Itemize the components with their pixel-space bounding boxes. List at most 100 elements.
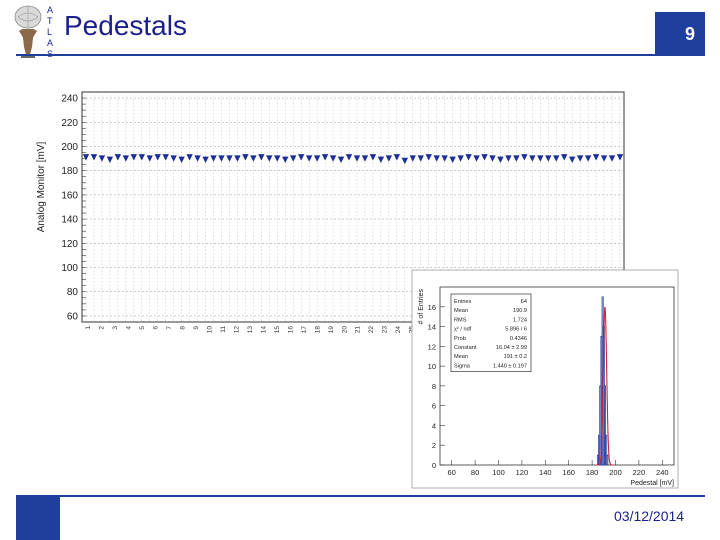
- plot2-histogram-bin: [605, 434, 608, 466]
- plot1-y-axis-label: Analog Monitor [mV]: [36, 141, 47, 232]
- plot2-xtick-label: 240: [656, 468, 669, 477]
- plot1-data-point: [369, 154, 377, 161]
- plot1-data-point: [449, 156, 456, 163]
- plot2-xtick-label: 100: [492, 468, 505, 477]
- plot1-xtick-label: 14: [260, 326, 267, 334]
- plot1-data-point: [561, 154, 568, 161]
- plot1-xtick-label: 8: [179, 326, 186, 330]
- plot1-xtick-label: 1: [85, 326, 92, 330]
- plot2-x-axis-label: Pedestal [mV]: [630, 480, 674, 487]
- plot2-stats-label: Prob: [454, 336, 466, 342]
- plot2-stats-value: 64: [521, 299, 527, 305]
- plot2-stats-label: RMS: [454, 317, 467, 323]
- plot1-data-point: [194, 155, 201, 162]
- plot1-xtick-label: 18: [314, 326, 321, 334]
- plot1-data-point: [433, 155, 440, 162]
- plot2-xtick-label: 140: [539, 468, 552, 477]
- plot1-data-point: [106, 156, 114, 163]
- plot1-xtick-label: 19: [328, 326, 335, 334]
- plot1-data-point: [186, 154, 193, 161]
- plot1-data-point: [465, 154, 472, 161]
- plot1-xtick-label: 17: [301, 326, 308, 334]
- plot2-ytick-label: 2: [432, 441, 436, 450]
- plot2-y-axis-label: # of Entries: [418, 289, 425, 325]
- plot1-data-point: [401, 157, 409, 165]
- plot1-ytick-label: 80: [67, 287, 79, 298]
- plot2-stats-value: 5.896 / 6: [505, 327, 527, 333]
- plot2-stats-box: [450, 293, 532, 372]
- plot1-xtick-label: 11: [220, 326, 227, 333]
- plot1-data-point: [425, 154, 432, 161]
- plot1-data-point: [353, 155, 361, 162]
- plot1-data-point: [576, 155, 584, 162]
- plot1-data-point: [297, 154, 305, 161]
- plot1-data-point: [234, 155, 241, 162]
- plot2-stats-value: 190.9: [513, 308, 527, 314]
- plot1-xtick-label: 2: [98, 326, 105, 330]
- footer-box: [16, 497, 60, 540]
- plot1-ytick-label: 160: [61, 190, 78, 201]
- page-title: Pedestals: [64, 10, 187, 41]
- plot1-data-point: [321, 154, 329, 161]
- plot1-xtick-label: 5: [139, 326, 146, 330]
- plot2-ytick-label: 8: [432, 382, 436, 391]
- plot2-xtick-label: 220: [633, 468, 646, 477]
- plot1-data-point: [162, 154, 169, 161]
- plot1-ytick-label: 100: [61, 263, 78, 274]
- plot2-stats-label: Entries: [454, 299, 472, 305]
- plot1-xtick-label: 9: [193, 326, 200, 330]
- plot1-ytick-label: 200: [61, 142, 78, 153]
- plot1-xtick-label: 10: [206, 326, 213, 334]
- plot2-histogram-bin: [603, 385, 606, 466]
- plot1-data-point: [584, 155, 592, 162]
- plot1-data-point: [242, 154, 249, 161]
- plot1-data-point: [282, 156, 289, 163]
- plot1-data-point: [600, 155, 608, 162]
- plot1-xtick-label: 12: [233, 326, 240, 334]
- plot1-data-point: [274, 155, 281, 162]
- plot1-data-point: [258, 154, 265, 161]
- plot2-ytick-label: 6: [432, 402, 436, 411]
- plot1-data-point: [329, 155, 337, 162]
- plot1-data-point: [545, 155, 552, 162]
- plot1-data-point: [529, 155, 536, 162]
- plot1-data-point: [138, 154, 145, 161]
- plot1-ytick-label: 220: [61, 118, 78, 129]
- svg-text:A: A: [47, 5, 53, 15]
- plot1-data-point: [497, 156, 504, 163]
- plot1-data-point: [313, 155, 321, 162]
- footer-divider: [16, 495, 705, 497]
- plot1-xtick-label: 15: [274, 326, 281, 334]
- plot1-data-point: [98, 155, 106, 162]
- plot1-data-point: [505, 155, 512, 162]
- plot1-data-point: [154, 154, 161, 161]
- plot2-xtick-label: 180: [586, 468, 599, 477]
- plot1-data-point: [592, 154, 600, 161]
- plot1-data-point: [266, 155, 273, 162]
- plot1-xtick-label: 23: [382, 326, 389, 334]
- footer-date: 03/12/2014: [614, 508, 685, 524]
- plot2-stats-label: Mean: [454, 354, 468, 360]
- plot1-data-point: [489, 155, 496, 162]
- plot1-data-point: [202, 156, 209, 163]
- svg-text:T: T: [47, 16, 53, 26]
- plot2-stats-label: Mean: [454, 308, 468, 314]
- plot1-data-point: [377, 156, 385, 163]
- plot1-data-point: [473, 155, 480, 162]
- plot2-xtick-label: 160: [562, 468, 575, 477]
- plot1-data-point: [521, 154, 528, 161]
- plot1-data-point: [210, 155, 217, 162]
- plot1-data-point: [114, 154, 122, 161]
- plot2-frame: [439, 286, 675, 466]
- plot1-xtick-label: 16: [287, 326, 294, 334]
- plot2-stats-value: 1.724: [513, 317, 527, 323]
- plot1-ytick-label: 120: [61, 239, 78, 250]
- plot2-xtick-label: 200: [609, 468, 622, 477]
- plot1-data-point: [417, 155, 424, 162]
- plot2-stats-value: 1.440 ± 0.197: [493, 363, 527, 369]
- plot1-xtick-label: 20: [341, 326, 348, 334]
- plot2-stats-value: 0.4346: [510, 336, 527, 342]
- plot1-data-point: [537, 155, 544, 162]
- plot1-data-point: [393, 154, 401, 161]
